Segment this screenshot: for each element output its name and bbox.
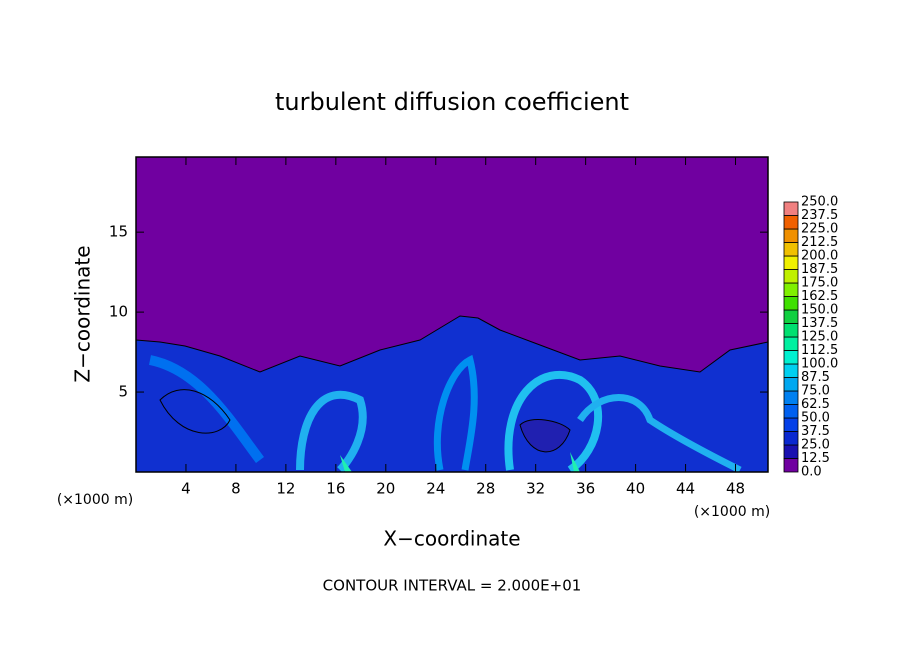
colorbar-label: 87.5 xyxy=(801,370,830,385)
colorbar-label: 137.5 xyxy=(801,316,838,331)
field xyxy=(136,157,768,472)
colorbar-label: 75.0 xyxy=(801,384,830,399)
colorbar-label: 0.0 xyxy=(801,465,822,480)
colorbar-box xyxy=(783,242,799,257)
x-tick-label: 36 xyxy=(576,480,595,498)
x-tick-label: 20 xyxy=(376,480,395,498)
x-tick-label: 4 xyxy=(181,480,191,498)
colorbar-label: 125.0 xyxy=(801,330,838,345)
x-tick-label: 28 xyxy=(476,480,495,498)
colorbar-box xyxy=(783,404,799,419)
x-unit-label: (×1000 m) xyxy=(694,504,770,520)
colorbar-label: 225.0 xyxy=(801,222,838,237)
colorbar-box xyxy=(783,350,799,365)
colorbar-label: 12.5 xyxy=(801,451,830,466)
colorbar-box xyxy=(783,444,799,459)
y-tick-label: 15 xyxy=(109,223,128,241)
colorbar-label: 150.0 xyxy=(801,303,838,318)
colorbar-label: 175.0 xyxy=(801,276,838,291)
x-tick-label: 44 xyxy=(676,480,695,498)
x-tick-label: 12 xyxy=(276,480,295,498)
colorbar-box xyxy=(783,390,799,405)
colorbar-box xyxy=(783,228,799,243)
colorbar-label: 62.5 xyxy=(801,397,830,412)
colorbar-box xyxy=(783,377,799,392)
colorbar-label: 250.0 xyxy=(801,195,838,210)
colorbar-box xyxy=(783,458,799,473)
colorbar-box xyxy=(783,309,799,324)
colorbar-label: 37.5 xyxy=(801,424,830,439)
colorbar-box xyxy=(783,201,799,216)
colorbar-label: 112.5 xyxy=(801,343,838,358)
colorbar-box xyxy=(783,417,799,432)
colorbar-label: 237.5 xyxy=(801,208,838,223)
colorbar-box xyxy=(783,282,799,297)
y-axis-title: Z−coordinate xyxy=(71,245,95,382)
colorbar-label: 50.0 xyxy=(801,411,830,426)
colorbar-box xyxy=(783,336,799,351)
colorbar-label: 187.5 xyxy=(801,262,838,277)
chart-title: turbulent diffusion coefficient xyxy=(275,88,629,116)
colorbar-label: 162.5 xyxy=(801,289,838,304)
x-tick-label: 8 xyxy=(231,480,241,498)
x-tick-label: 48 xyxy=(726,480,745,498)
colorbar-label: 100.0 xyxy=(801,357,838,372)
colorbar-box xyxy=(783,269,799,284)
x-axis-title: X−coordinate xyxy=(383,527,520,551)
plot-frame xyxy=(135,156,769,473)
colorbar-box xyxy=(783,323,799,338)
colorbar-box xyxy=(783,431,799,446)
x-tick-label: 24 xyxy=(426,480,445,498)
colorbar-label: 200.0 xyxy=(801,249,838,264)
colorbar-box xyxy=(783,215,799,230)
x-tick-label: 32 xyxy=(526,480,545,498)
colorbar-label: 212.5 xyxy=(801,235,838,250)
y-tick-label: 10 xyxy=(109,303,128,321)
y-tick-label: 5 xyxy=(118,383,128,401)
x-unit-label: (×1000 m) xyxy=(57,492,133,508)
colorbar-box xyxy=(783,363,799,378)
footer-note: CONTOUR INTERVAL = 2.000E+01 xyxy=(323,577,582,595)
x-tick-label: 16 xyxy=(326,480,345,498)
colorbar-box xyxy=(783,296,799,311)
colorbar-box xyxy=(783,255,799,270)
x-tick-label: 40 xyxy=(626,480,645,498)
colorbar-label: 25.0 xyxy=(801,438,830,453)
